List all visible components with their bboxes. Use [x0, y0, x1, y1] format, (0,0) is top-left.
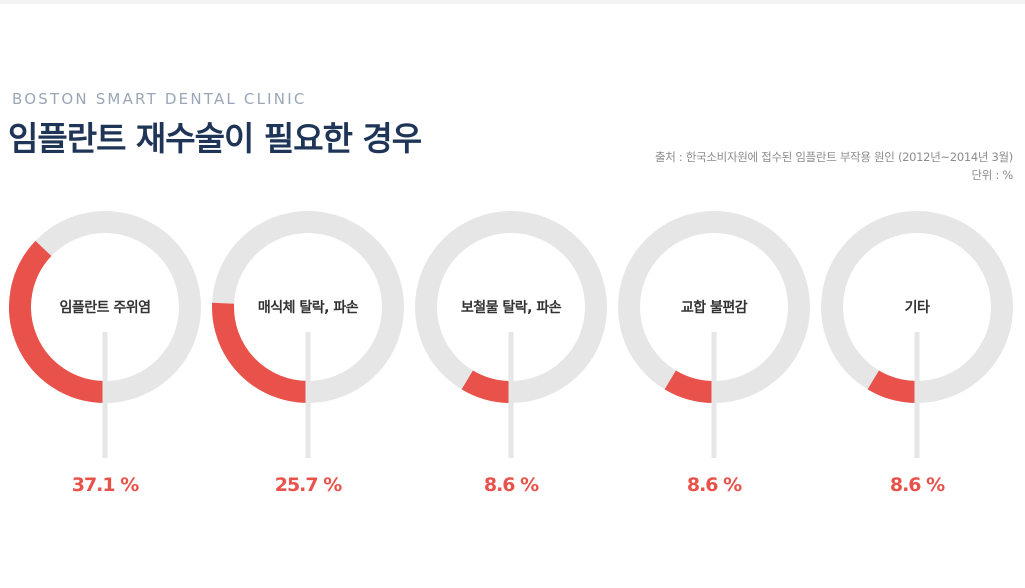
donut-value-arc: [664, 370, 715, 403]
category-label: 보철물 탈락, 파손: [461, 300, 562, 316]
clinic-subtitle: BOSTON SMART DENTAL CLINIC: [12, 90, 307, 108]
top-divider: [0, 0, 1025, 4]
donut-group: 매식체 탈락, 파손 25.7 %: [212, 211, 404, 496]
category-label: 교합 불편감: [681, 299, 748, 316]
unit-text: 단위 : %: [971, 168, 1014, 182]
value-label: 25.7 %: [275, 474, 342, 496]
source-text: 출처 : 한국소비자원에 접수된 임플란트 부작용 원인 (2012년~2014…: [655, 150, 1013, 164]
category-label: 임플란트 주위염: [59, 299, 150, 316]
donut-value-arc: [867, 370, 918, 403]
donut-value-arc: [9, 240, 106, 403]
donut-group: 보철물 탈락, 파손 8.6 %: [415, 211, 607, 496]
donut-group: 기타 8.6 %: [821, 211, 1013, 496]
donut-value-arc: [212, 302, 309, 403]
donut-value-arc: [461, 370, 512, 403]
category-label: 매식체 탈락, 파손: [258, 300, 359, 316]
category-label: 기타: [905, 300, 930, 316]
value-label: 37.1 %: [72, 474, 139, 496]
page-title: 임플란트 재수술이 필요한 경우: [8, 119, 422, 158]
value-label: 8.6 %: [687, 474, 742, 496]
source-note: 출처 : 한국소비자원에 접수된 임플란트 부작용 원인 (2012년~2014…: [655, 148, 1013, 184]
donut-group: 임플란트 주위염 37.1 %: [9, 211, 201, 496]
value-label: 8.6 %: [890, 474, 945, 496]
donut-group: 교합 불편감 8.6 %: [618, 211, 810, 496]
value-label: 8.6 %: [484, 474, 539, 496]
